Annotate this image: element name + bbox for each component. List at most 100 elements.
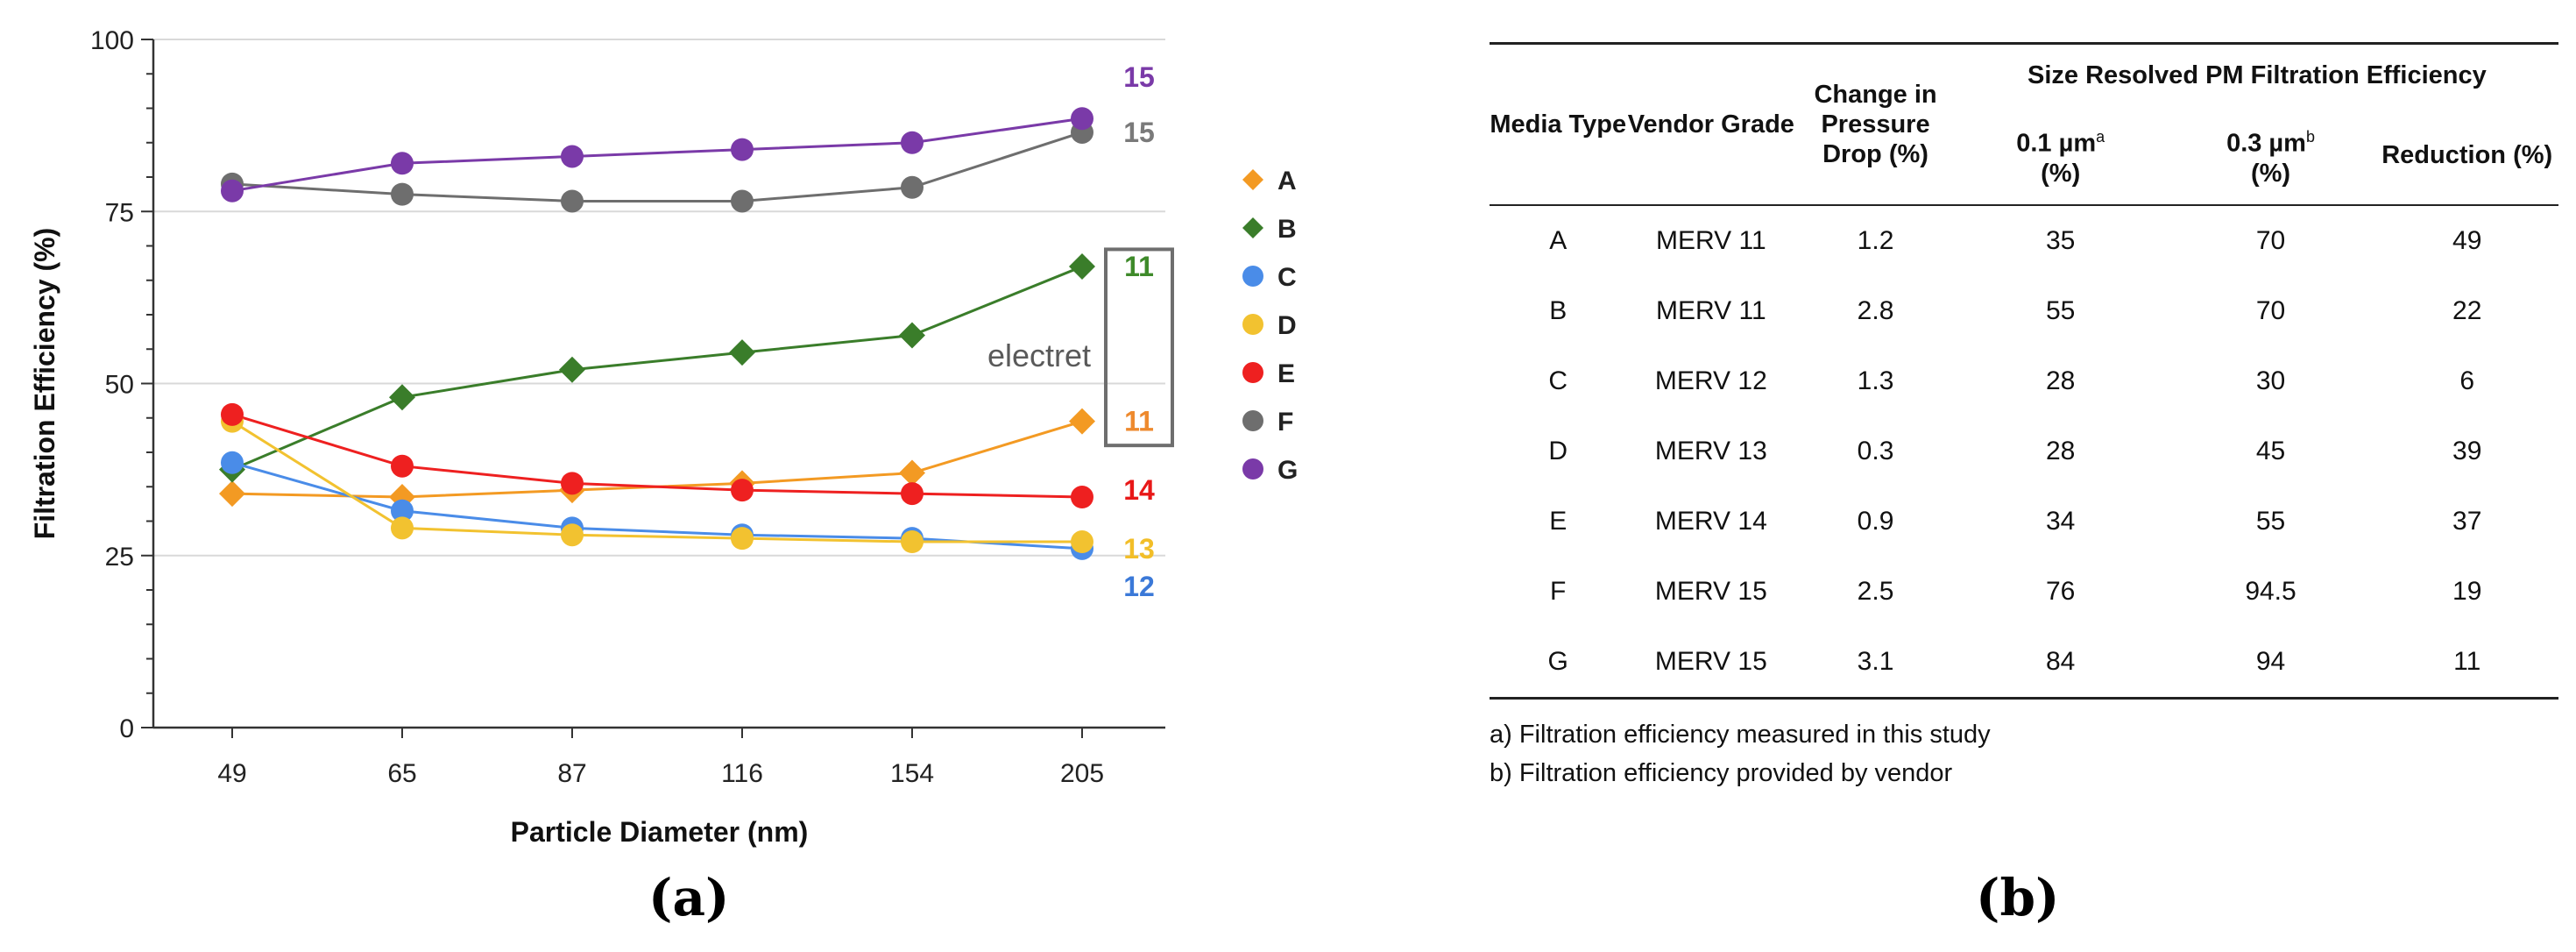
table-cell: 22 — [2452, 296, 2482, 325]
panel-label-b: (b) — [1976, 868, 2060, 927]
table-cell: D — [1548, 437, 1568, 465]
x-tick-label: 154 — [890, 759, 934, 788]
table-cell: MERV 11 — [1656, 226, 1766, 255]
table-cell: MERV 15 — [1654, 647, 1767, 676]
data-point-C — [391, 499, 414, 522]
table-cell: MERV 12 — [1654, 366, 1767, 395]
table-cell: 94.5 — [2245, 577, 2296, 606]
data-point-F — [731, 189, 754, 213]
y-axis-title: Filtration Efficiency (%) — [29, 228, 60, 540]
table-cell: 2.8 — [1857, 296, 1894, 325]
end-label-B: 11 — [1124, 251, 1154, 282]
x-tick-label: 87 — [557, 759, 586, 788]
table-cell: 0.3 — [1857, 437, 1894, 465]
table-cell: 84 — [2045, 647, 2076, 676]
table-row: A MERV 11 1.2 35 70 49 — [1490, 205, 2558, 276]
data-point-F — [391, 182, 414, 206]
table-cell: C — [1548, 366, 1568, 395]
end-label-D: 13 — [1123, 533, 1155, 565]
table-cell: 45 — [2255, 437, 2286, 465]
table-cell: 3.1 — [1857, 647, 1894, 676]
end-label-G: 15 — [1123, 61, 1155, 93]
table-cell: 6 — [2459, 366, 2475, 395]
data-point-E — [561, 472, 584, 495]
data-point-E — [901, 482, 924, 506]
legend-marker-D — [1242, 314, 1263, 335]
data-point-A — [219, 480, 245, 508]
header-size-resolved: Size Resolved PM Filtration Efficiency — [2028, 61, 2487, 89]
table-cell: 55 — [2045, 296, 2076, 325]
table-cell: MERV 11 — [1656, 296, 1766, 325]
table-row: D MERV 13 0.3 28 45 39 — [1490, 416, 2558, 487]
table-cell: B — [1549, 296, 1568, 325]
series-line-E — [231, 413, 1083, 499]
table-cell: 37 — [2452, 507, 2482, 536]
table-cell: 0.9 — [1857, 507, 1894, 536]
legend-label-C: C — [1277, 263, 1297, 292]
legend-marker-C — [1242, 266, 1263, 287]
data-point-B — [559, 356, 585, 383]
data-point-G — [1071, 107, 1093, 131]
x-tick-label: 116 — [721, 759, 763, 788]
table-cell: 2.5 — [1857, 577, 1894, 606]
end-label-F: 15 — [1123, 117, 1155, 148]
table-row: G MERV 15 3.1 84 94 11 — [1490, 627, 2558, 699]
series-line-D — [231, 420, 1082, 543]
table-cell: 11 — [2453, 647, 2481, 676]
filtration-table-panel: Media Type Vendor Grade Change in Pressu… — [1490, 42, 2558, 792]
table-cell: MERV 13 — [1654, 437, 1767, 465]
electret-annotation: electret — [987, 337, 1091, 373]
table-cell: 28 — [2045, 437, 2076, 465]
legend-label-A: A — [1277, 167, 1297, 195]
header-pm01: 0.1 µma (%) — [1955, 106, 2166, 206]
panel-label-a: (a) — [648, 868, 730, 927]
table-cell: 94 — [2255, 647, 2286, 676]
table-cell: 34 — [2045, 507, 2076, 536]
data-point-B — [389, 384, 415, 411]
table-cell: A — [1549, 226, 1568, 255]
data-point-E — [1071, 486, 1093, 509]
legend-marker-G — [1242, 458, 1263, 480]
note-b: b) Filtration efficiency provided by ven… — [1490, 759, 1953, 787]
table-row: F MERV 15 2.5 76 94.5 19 — [1490, 557, 2558, 627]
table-cell: E — [1549, 507, 1568, 536]
table-cell: 55 — [2255, 507, 2286, 536]
table-cell: 70 — [2255, 226, 2286, 255]
legend-label-E: E — [1277, 359, 1295, 388]
data-point-G — [391, 152, 414, 175]
data-point-A — [1069, 408, 1095, 435]
table-row: B MERV 11 2.8 55 70 22 — [1490, 276, 2558, 346]
header-media-type: Media Type — [1490, 110, 1627, 139]
table-cell: 49 — [2452, 226, 2482, 255]
series-line-F — [231, 131, 1083, 202]
data-point-E — [391, 454, 414, 478]
table-cell: MERV 14 — [1654, 507, 1767, 536]
table-notes: a) Filtration efficiency measured in thi… — [1490, 715, 2558, 792]
filtration-table: Media Type Vendor Grade Change in Pressu… — [1490, 42, 2558, 700]
y-tick-label: 0 — [119, 714, 134, 743]
header-vendor-grade: Vendor Grade — [1627, 110, 1794, 139]
data-point-B — [1069, 253, 1095, 281]
end-label-E: 14 — [1123, 474, 1155, 506]
table-cell: 35 — [2045, 226, 2076, 255]
data-point-A — [899, 459, 925, 487]
header-reduction: Reduction (%) — [2375, 106, 2558, 206]
y-tick-label: 75 — [105, 198, 134, 227]
legend-label-D: D — [1277, 311, 1297, 340]
data-point-G — [901, 131, 924, 154]
table-cell: 30 — [2255, 366, 2286, 395]
series-line-G — [231, 117, 1083, 193]
table-cell: G — [1547, 647, 1568, 676]
table-row: E MERV 14 0.9 34 55 37 — [1490, 487, 2558, 557]
table-cell: MERV 15 — [1654, 577, 1767, 606]
x-tick-label: 49 — [217, 759, 246, 788]
data-point-F — [561, 189, 584, 213]
legend-label-G: G — [1277, 456, 1298, 485]
y-tick-label: 50 — [105, 371, 134, 400]
data-point-B — [899, 322, 925, 349]
table-cell: 39 — [2452, 437, 2482, 465]
y-tick-label: 100 — [90, 26, 134, 55]
data-point-E — [731, 479, 754, 502]
data-point-D — [1071, 530, 1093, 554]
legend-marker-A — [1242, 169, 1263, 190]
